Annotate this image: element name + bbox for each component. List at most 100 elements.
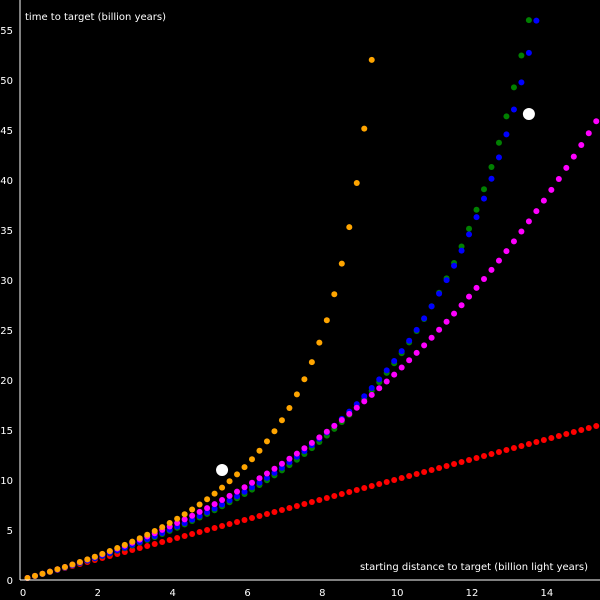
- data-point: [99, 550, 106, 557]
- data-point: [398, 348, 405, 355]
- data-point: [481, 276, 487, 282]
- y-tick-label: 50: [0, 76, 13, 87]
- data-point: [249, 515, 255, 521]
- y-tick-label: 25: [0, 326, 13, 337]
- data-point: [316, 497, 323, 503]
- data-point: [406, 337, 413, 344]
- data-point: [241, 464, 248, 471]
- data-point: [421, 469, 428, 475]
- data-point: [219, 484, 226, 491]
- data-point: [286, 505, 293, 511]
- data-point: [151, 541, 158, 547]
- data-point: [518, 52, 525, 59]
- highlight-point: [522, 108, 535, 120]
- data-point: [495, 449, 502, 455]
- data-point: [593, 118, 600, 125]
- data-point: [353, 180, 360, 186]
- data-point: [376, 481, 383, 487]
- data-point: [263, 438, 270, 445]
- data-point: [226, 521, 233, 527]
- y-tick-label: 35: [0, 226, 13, 237]
- data-point: [211, 501, 218, 508]
- data-point: [166, 537, 173, 543]
- data-point: [204, 527, 211, 533]
- data-point: [256, 479, 263, 486]
- data-point: [406, 357, 413, 364]
- axis-layer: [19, 0, 600, 581]
- data-point: [518, 228, 525, 235]
- data-point: [69, 561, 76, 568]
- data-point: [204, 496, 211, 503]
- data-point: [308, 439, 315, 446]
- data-point: [473, 284, 480, 291]
- data-point: [428, 303, 435, 310]
- data-point: [533, 17, 540, 24]
- data-point: [503, 248, 510, 255]
- data-point: [570, 153, 577, 160]
- y-tick-label: 10: [0, 476, 13, 487]
- data-point: [361, 398, 368, 405]
- data-point: [241, 517, 248, 523]
- data-point: [376, 376, 383, 383]
- data-point: [376, 385, 383, 392]
- data-point: [540, 197, 547, 204]
- data-point: [473, 206, 480, 213]
- data-point: [144, 543, 151, 549]
- data-point: [338, 260, 345, 267]
- data-point: [383, 479, 390, 485]
- data-point: [331, 291, 338, 298]
- x-tick-label: 8: [319, 588, 325, 599]
- data-point: [413, 349, 420, 356]
- data-point: [166, 520, 173, 526]
- data-point: [533, 439, 540, 445]
- data-point: [249, 484, 255, 491]
- data-point: [136, 545, 143, 551]
- data-point: [488, 164, 495, 170]
- data-point: [458, 247, 465, 254]
- data-point: [368, 56, 375, 63]
- data-point: [204, 509, 211, 516]
- data-point: [383, 367, 390, 374]
- data-point: [525, 49, 532, 56]
- data-point: [234, 471, 241, 478]
- data-point: [466, 293, 473, 300]
- data-point: [361, 125, 368, 132]
- data-point: [548, 435, 555, 441]
- data-point: [578, 427, 585, 433]
- data-point: [481, 195, 487, 202]
- y-tick-label: 40: [0, 176, 13, 187]
- y-tick-label: 45: [0, 126, 13, 137]
- data-point: [256, 447, 263, 454]
- data-point: [383, 378, 390, 385]
- data-point: [226, 492, 233, 499]
- data-point: [159, 524, 166, 531]
- data-point: [585, 130, 592, 137]
- data-point: [353, 404, 360, 411]
- y-tick-label: 15: [0, 426, 13, 437]
- data-point: [144, 531, 151, 538]
- data-point: [61, 564, 68, 570]
- data-point: [189, 512, 196, 519]
- data-point: [263, 511, 270, 517]
- data-point: [451, 262, 458, 269]
- data-point: [331, 493, 338, 499]
- data-point: [428, 467, 435, 473]
- data-point: [181, 516, 188, 523]
- data-point: [473, 455, 480, 461]
- data-point: [159, 539, 166, 545]
- data-point: [391, 358, 398, 364]
- data-point: [458, 243, 465, 250]
- data-point: [301, 376, 308, 383]
- x-tick-label: 10: [391, 588, 404, 599]
- x-tick-label: 12: [466, 588, 479, 599]
- data-point: [503, 447, 510, 453]
- data-point: [346, 410, 353, 417]
- data-point: [196, 513, 203, 519]
- data-point: [106, 548, 113, 554]
- data-point: [308, 359, 315, 366]
- data-point: [278, 460, 285, 467]
- data-point: [256, 475, 263, 482]
- data-point: [495, 154, 502, 161]
- data-point: [219, 501, 226, 508]
